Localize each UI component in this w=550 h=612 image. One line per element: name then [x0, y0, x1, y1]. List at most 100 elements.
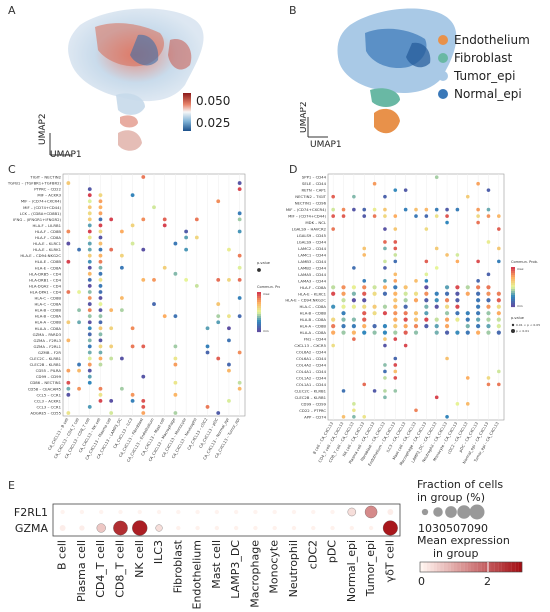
- dot-d: [372, 330, 377, 335]
- dot-c: [130, 223, 135, 228]
- cell-label: Monocyte: [268, 540, 281, 594]
- color-legend-step: [518, 562, 523, 572]
- dot-d: [383, 337, 387, 341]
- dot-d: [351, 324, 356, 329]
- dot-c: [87, 320, 92, 325]
- dot-c: [98, 314, 103, 319]
- legend-d-colorbar-step: [511, 301, 515, 304]
- gene-label: F2RL1: [14, 506, 48, 519]
- cell-label: Tumor_epi: [364, 540, 377, 597]
- dot-d: [465, 330, 470, 335]
- dot-d: [413, 317, 419, 322]
- dot-c: [162, 223, 167, 228]
- dot-d: [434, 304, 439, 309]
- dot-d: [403, 311, 408, 316]
- dot-d: [414, 214, 418, 218]
- dot-d: [383, 194, 387, 199]
- dot-c: [130, 344, 135, 349]
- dot-d: [455, 259, 460, 264]
- dot-d: [393, 272, 398, 277]
- dot-d: [476, 207, 480, 212]
- legend-d-max: max: [517, 267, 524, 271]
- dot-d: [497, 382, 501, 387]
- legend-c-colorbar-step: [257, 292, 261, 295]
- dot-d: [465, 285, 470, 290]
- row-label: HLA-DRB1 – CD4: [29, 277, 61, 282]
- dot-c: [87, 271, 92, 276]
- legend-fibroblast-label: Fibroblast: [454, 51, 513, 65]
- dot-d: [393, 389, 398, 393]
- dot-c: [162, 314, 167, 319]
- cell-label: LAMP3_DC: [229, 540, 242, 599]
- dot-d: [383, 266, 387, 270]
- dot-c: [227, 398, 231, 403]
- legend-d-colorbar-step: [511, 295, 515, 298]
- row-label: MDK – NCL: [305, 220, 326, 225]
- legend-d-colorbar-step: [511, 297, 515, 300]
- dot-d: [496, 298, 501, 303]
- dot-c: [184, 235, 189, 240]
- dot-d: [455, 317, 460, 322]
- legend-c-colorbar-step: [257, 312, 261, 315]
- dot-c: [87, 211, 92, 216]
- legend-item-tumor-epi: Tumor_epi: [438, 69, 530, 83]
- dot-c: [237, 380, 242, 385]
- dot-c: [184, 229, 189, 234]
- dot-d: [434, 298, 439, 303]
- dot-c: [237, 229, 242, 234]
- cell-label: Macrophage: [248, 540, 261, 608]
- dot-d: [362, 298, 367, 303]
- legend-d-colorbar-step: [511, 285, 515, 288]
- dot-d: [465, 291, 470, 296]
- dot-d: [434, 291, 439, 296]
- dot-d: [341, 285, 346, 290]
- dot-e: [96, 523, 106, 533]
- dot-c: [216, 314, 221, 319]
- legend-c-colorbar-step: [257, 328, 261, 331]
- panel-c-letter: C: [8, 163, 16, 176]
- legend-c-max: max: [263, 292, 270, 296]
- dot-c: [87, 265, 92, 270]
- dot-c: [205, 326, 210, 331]
- dot-c: [237, 265, 242, 270]
- dot-d: [476, 324, 481, 329]
- dot-c: [237, 277, 242, 282]
- row-label: MIF – (CD74+CXCR4): [286, 207, 327, 212]
- dot-c: [98, 320, 103, 325]
- dot-d: [465, 324, 470, 329]
- dot-d: [486, 376, 491, 380]
- dot-d: [362, 330, 367, 335]
- dot-c: [109, 217, 114, 222]
- dot-d: [362, 304, 367, 309]
- dot-d: [372, 311, 377, 316]
- color-legend-step: [481, 562, 485, 572]
- legend-item-normal-epi: Normal_epi: [438, 87, 530, 101]
- cell-label: Neutrophil: [287, 540, 300, 597]
- cell-label: ILC3: [152, 540, 165, 564]
- dot-e: [253, 525, 258, 531]
- legend-d-pvalue-big: p < 0.01: [516, 329, 529, 333]
- dot-c: [141, 247, 146, 252]
- dot-d: [413, 291, 419, 296]
- color-legend-step: [474, 562, 478, 572]
- row-label: HLA-A – CD8A: [35, 326, 62, 331]
- dot-c: [98, 338, 103, 343]
- dot-d: [362, 214, 367, 218]
- dot-d: [383, 279, 387, 283]
- dot-d: [383, 207, 387, 212]
- row-label: CCL5 – CCR1: [36, 392, 61, 397]
- color-legend-step: [498, 562, 502, 572]
- dot-d: [414, 279, 418, 283]
- legend-tumor-epi-label: Tumor_epi: [454, 69, 516, 83]
- dot-d: [444, 330, 450, 335]
- dot-c: [66, 229, 71, 234]
- row-label: GZMA – PARD3: [33, 332, 62, 337]
- color-legend-step: [430, 562, 434, 572]
- legend-normal-epi-dot: [438, 89, 448, 99]
- dot-e: [368, 525, 374, 531]
- dot-d: [434, 214, 439, 218]
- dot-c: [216, 277, 221, 282]
- dot-d: [486, 291, 491, 296]
- row-label: HLA-A – CD8B: [35, 320, 62, 325]
